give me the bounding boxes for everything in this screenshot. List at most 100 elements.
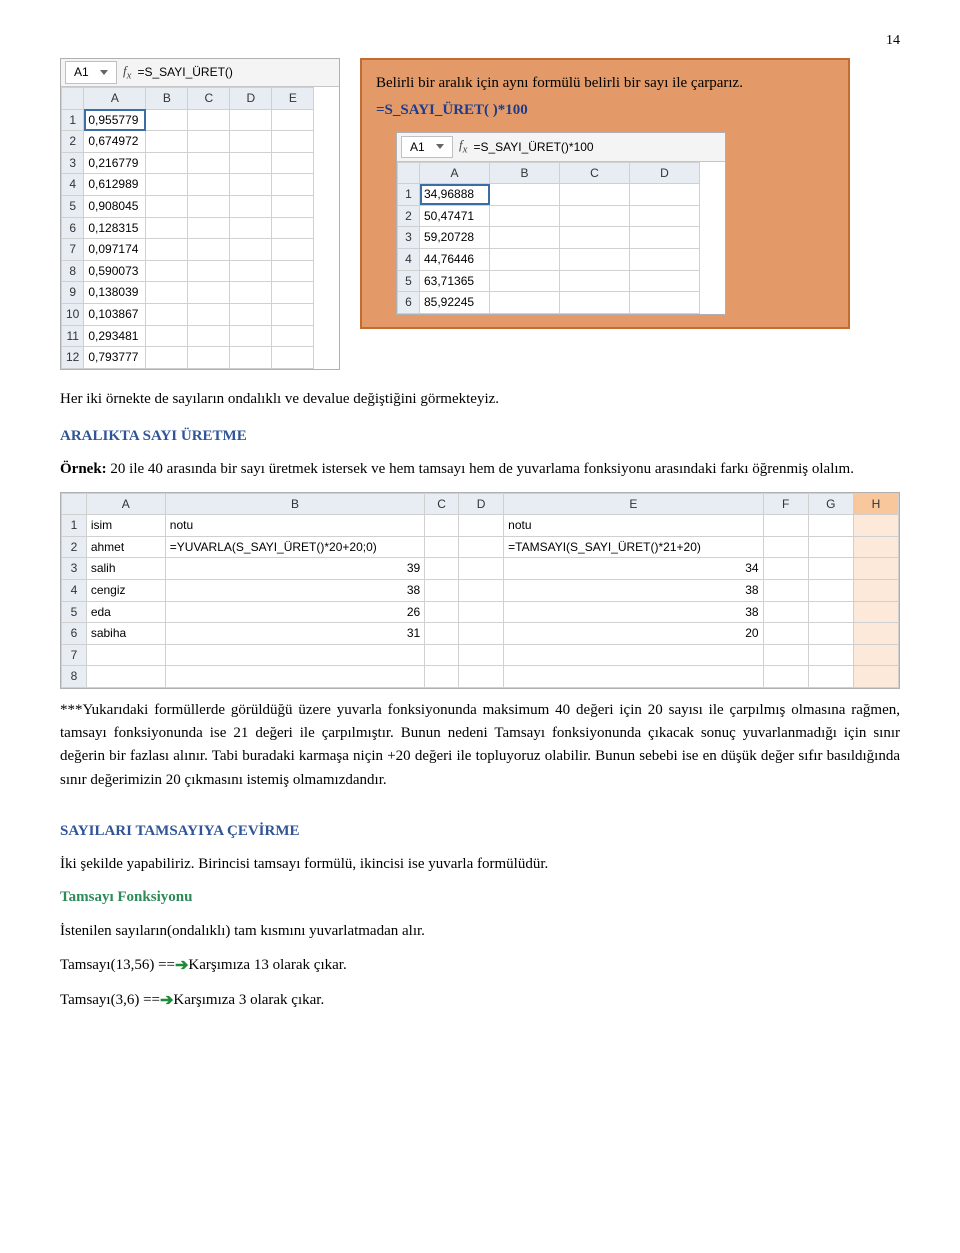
cell[interactable]: notu (165, 515, 424, 537)
cell[interactable] (425, 579, 459, 601)
cell[interactable] (763, 558, 808, 580)
cell[interactable] (459, 536, 504, 558)
cell[interactable] (425, 601, 459, 623)
fx-icon[interactable]: fx (123, 61, 131, 84)
col-header[interactable]: D (630, 162, 700, 184)
cell[interactable] (853, 515, 898, 537)
cell[interactable]: 39 (165, 558, 424, 580)
cell[interactable]: 59,20728 (420, 227, 490, 249)
row-header[interactable]: 11 (62, 325, 84, 347)
row-header[interactable]: 8 (62, 666, 87, 688)
cell[interactable]: 38 (504, 601, 763, 623)
cell[interactable]: 0,293481 (84, 325, 146, 347)
row-header[interactable]: 4 (398, 248, 420, 270)
cell[interactable] (763, 666, 808, 688)
cell[interactable] (459, 644, 504, 666)
row-header[interactable]: 12 (62, 347, 84, 369)
cell[interactable] (504, 644, 763, 666)
cell[interactable] (425, 623, 459, 645)
col-header[interactable]: A (86, 493, 165, 515)
cell[interactable]: 44,76446 (420, 248, 490, 270)
row-header[interactable]: 4 (62, 579, 87, 601)
select-all-corner[interactable] (62, 493, 87, 515)
cell[interactable]: 0,128315 (84, 217, 146, 239)
col-header[interactable]: C (425, 493, 459, 515)
cell[interactable] (459, 515, 504, 537)
col-header[interactable]: C (560, 162, 630, 184)
select-all-corner[interactable] (62, 88, 84, 110)
name-box[interactable]: A1 (401, 136, 453, 159)
select-all-corner[interactable] (398, 162, 420, 184)
fx-icon[interactable]: fx (459, 135, 467, 158)
row-header[interactable]: 6 (62, 623, 87, 645)
cell[interactable] (459, 623, 504, 645)
cell[interactable] (853, 536, 898, 558)
cell[interactable] (763, 644, 808, 666)
cell[interactable]: =TAMSAYI(S_SAYI_ÜRET()*21+20) (504, 536, 763, 558)
name-box[interactable]: A1 (65, 61, 117, 84)
cell[interactable] (459, 558, 504, 580)
cell[interactable]: 0,908045 (84, 196, 146, 218)
row-header[interactable]: 2 (62, 131, 84, 153)
cell[interactable]: 31 (165, 623, 424, 645)
cell[interactable]: 0,138039 (84, 282, 146, 304)
cell[interactable] (763, 536, 808, 558)
row-header[interactable]: 3 (398, 227, 420, 249)
cell[interactable]: 0,955779 (84, 109, 146, 131)
cell[interactable]: 0,097174 (84, 239, 146, 261)
col-header[interactable]: C (188, 88, 230, 110)
cell[interactable] (425, 666, 459, 688)
row-header[interactable]: 1 (62, 109, 84, 131)
cell[interactable] (808, 666, 853, 688)
cell[interactable] (853, 623, 898, 645)
cell[interactable]: 50,47471 (420, 205, 490, 227)
cell[interactable]: 0,674972 (84, 131, 146, 153)
row-header[interactable]: 7 (62, 644, 87, 666)
cell[interactable] (425, 558, 459, 580)
cell[interactable] (230, 109, 272, 131)
cell[interactable] (808, 644, 853, 666)
row-header[interactable]: 4 (62, 174, 84, 196)
row-header[interactable]: 5 (62, 196, 84, 218)
cell[interactable]: 0,612989 (84, 174, 146, 196)
grid[interactable]: A B C D E 10,955779 20,674972 30,216779 … (61, 87, 314, 369)
cell[interactable] (853, 644, 898, 666)
cell[interactable]: 63,71365 (420, 270, 490, 292)
cell[interactable] (272, 109, 314, 131)
col-header[interactable]: A (84, 88, 146, 110)
cell[interactable] (188, 109, 230, 131)
col-header[interactable]: G (808, 493, 853, 515)
cell[interactable]: 0,216779 (84, 152, 146, 174)
cell[interactable] (853, 666, 898, 688)
row-header[interactable]: 3 (62, 558, 87, 580)
cell[interactable] (808, 623, 853, 645)
row-header[interactable]: 5 (398, 270, 420, 292)
row-header[interactable]: 6 (398, 292, 420, 314)
row-header[interactable]: 3 (62, 152, 84, 174)
cell[interactable]: salih (86, 558, 165, 580)
cell[interactable]: 0,590073 (84, 260, 146, 282)
cell[interactable] (459, 579, 504, 601)
cell[interactable] (165, 644, 424, 666)
col-header[interactable]: D (459, 493, 504, 515)
cell[interactable]: isim (86, 515, 165, 537)
cell[interactable] (425, 536, 459, 558)
row-header[interactable]: 7 (62, 239, 84, 261)
cell[interactable] (146, 109, 188, 131)
col-header[interactable]: B (490, 162, 560, 184)
grid[interactable]: A B C D 134,96888 250,47471 359,20728 44… (397, 162, 700, 314)
cell[interactable] (853, 601, 898, 623)
cell[interactable]: 26 (165, 601, 424, 623)
cell[interactable] (808, 515, 853, 537)
cell[interactable] (763, 515, 808, 537)
col-header[interactable]: B (165, 493, 424, 515)
cell[interactable] (459, 601, 504, 623)
row-header[interactable]: 2 (398, 205, 420, 227)
cell[interactable]: eda (86, 601, 165, 623)
cell[interactable]: 38 (165, 579, 424, 601)
cell[interactable]: notu (504, 515, 763, 537)
cell[interactable]: =YUVARLA(S_SAYI_ÜRET()*20+20;0) (165, 536, 424, 558)
row-header[interactable]: 5 (62, 601, 87, 623)
cell[interactable] (459, 666, 504, 688)
col-header[interactable]: D (230, 88, 272, 110)
